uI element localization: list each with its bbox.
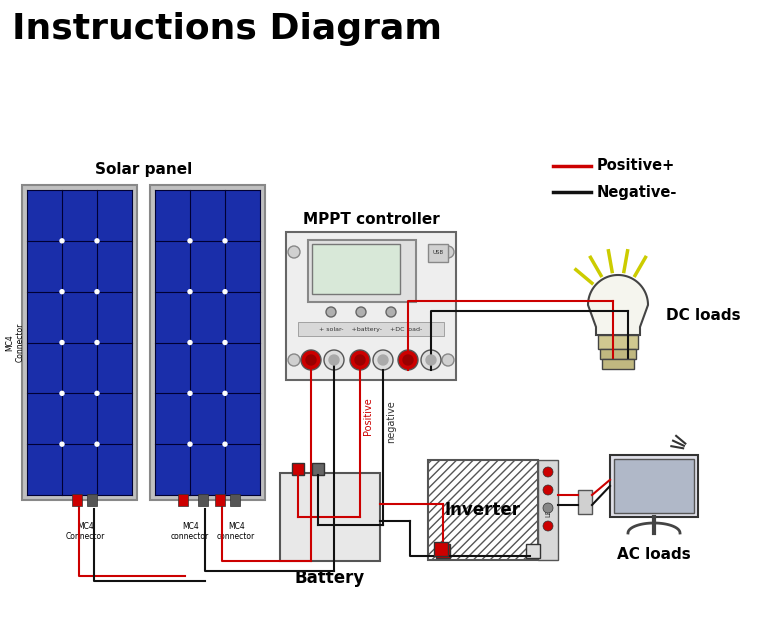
Circle shape xyxy=(95,239,99,243)
Circle shape xyxy=(324,350,344,370)
Circle shape xyxy=(442,246,454,258)
Circle shape xyxy=(543,467,553,477)
Text: MC4
connector: MC4 connector xyxy=(217,522,256,541)
Circle shape xyxy=(350,350,370,370)
Bar xyxy=(312,463,324,475)
Bar xyxy=(22,185,137,500)
Bar xyxy=(312,244,400,294)
Text: Positive: Positive xyxy=(363,398,373,435)
Text: + solar-    +battery-    +DC load-: + solar- +battery- +DC load- xyxy=(319,327,423,332)
Circle shape xyxy=(223,290,227,294)
Circle shape xyxy=(403,355,413,365)
Bar xyxy=(150,185,265,500)
Circle shape xyxy=(223,391,227,396)
Polygon shape xyxy=(588,275,648,335)
Circle shape xyxy=(543,503,553,513)
Bar xyxy=(286,232,456,380)
Bar xyxy=(308,240,416,302)
Bar xyxy=(198,494,208,506)
Text: LED: LED xyxy=(545,503,551,517)
Text: Positive+: Positive+ xyxy=(597,158,675,173)
Bar xyxy=(230,494,240,506)
Bar xyxy=(27,190,132,495)
Bar xyxy=(600,349,636,359)
Circle shape xyxy=(95,340,99,345)
Bar xyxy=(292,463,304,475)
Text: MC4
Connector: MC4 Connector xyxy=(66,522,105,541)
Text: Solar panel: Solar panel xyxy=(95,162,192,177)
Circle shape xyxy=(95,391,99,396)
Circle shape xyxy=(329,355,339,365)
Circle shape xyxy=(288,246,300,258)
Circle shape xyxy=(326,307,336,317)
Circle shape xyxy=(398,350,418,370)
Circle shape xyxy=(60,442,64,446)
Circle shape xyxy=(188,391,192,396)
Circle shape xyxy=(60,391,64,396)
Bar xyxy=(155,190,260,495)
Bar xyxy=(280,473,380,561)
Circle shape xyxy=(223,442,227,446)
Circle shape xyxy=(188,239,192,243)
Circle shape xyxy=(223,239,227,243)
Circle shape xyxy=(543,485,553,495)
Bar xyxy=(428,244,448,262)
Text: MC4
Connector: MC4 Connector xyxy=(5,323,25,362)
Bar xyxy=(434,542,448,556)
Bar xyxy=(526,544,540,558)
Text: DC loads: DC loads xyxy=(666,308,741,323)
Circle shape xyxy=(60,290,64,294)
Text: Inverter: Inverter xyxy=(445,501,521,519)
Circle shape xyxy=(421,350,441,370)
Text: USB: USB xyxy=(433,251,444,256)
Bar xyxy=(436,544,450,558)
Circle shape xyxy=(426,355,436,365)
Bar xyxy=(578,490,592,514)
Circle shape xyxy=(543,521,553,531)
Circle shape xyxy=(95,290,99,294)
Circle shape xyxy=(301,350,321,370)
Circle shape xyxy=(188,442,192,446)
Text: MPPT controller: MPPT controller xyxy=(303,212,439,227)
Text: Instructions Diagram: Instructions Diagram xyxy=(12,12,442,46)
Circle shape xyxy=(355,355,365,365)
Bar xyxy=(428,460,538,560)
Bar xyxy=(614,459,694,513)
Circle shape xyxy=(378,355,388,365)
Circle shape xyxy=(60,340,64,345)
Text: negative: negative xyxy=(386,400,396,443)
Circle shape xyxy=(386,307,396,317)
Text: MC4
connector: MC4 connector xyxy=(171,522,209,541)
Bar xyxy=(178,494,188,506)
Circle shape xyxy=(442,354,454,366)
Circle shape xyxy=(306,355,316,365)
Text: Battery: Battery xyxy=(295,569,365,587)
Bar xyxy=(72,494,82,506)
Bar xyxy=(215,494,225,506)
Circle shape xyxy=(223,340,227,345)
Bar xyxy=(538,460,558,560)
Bar xyxy=(610,455,698,517)
Text: AC loads: AC loads xyxy=(617,547,691,562)
Bar xyxy=(87,494,97,506)
Circle shape xyxy=(188,340,192,345)
Bar xyxy=(598,335,638,349)
Bar xyxy=(298,322,444,336)
Circle shape xyxy=(373,350,393,370)
Text: Negative-: Negative- xyxy=(597,185,677,200)
Circle shape xyxy=(95,442,99,446)
Circle shape xyxy=(188,290,192,294)
Circle shape xyxy=(356,307,366,317)
Circle shape xyxy=(288,354,300,366)
Circle shape xyxy=(60,239,64,243)
Bar xyxy=(602,359,634,369)
